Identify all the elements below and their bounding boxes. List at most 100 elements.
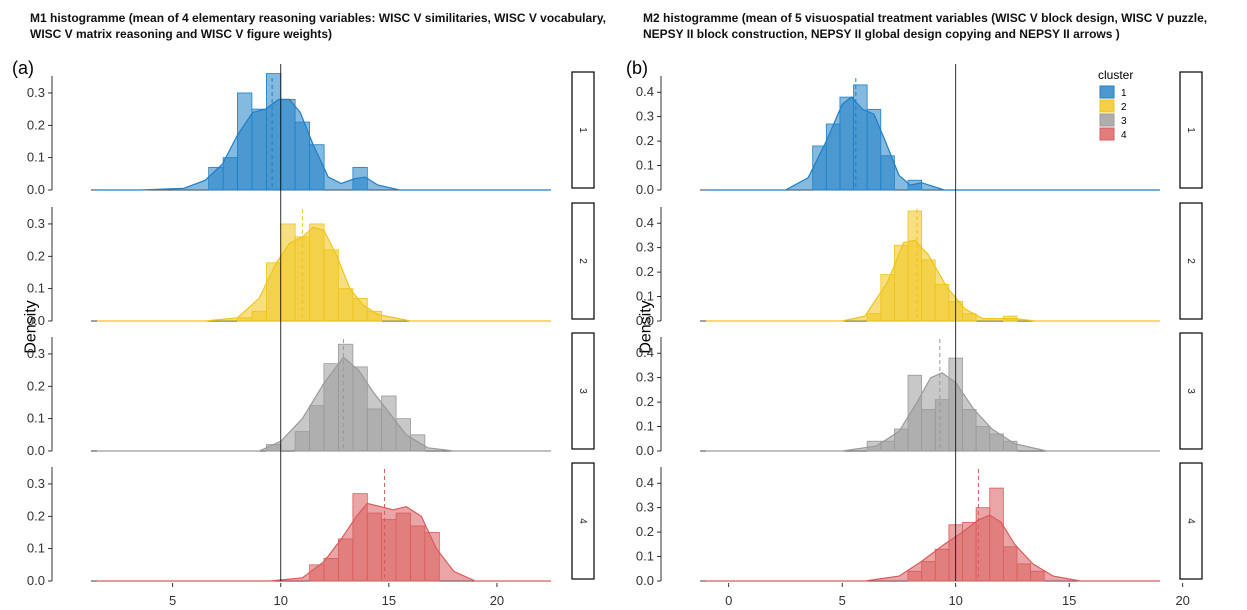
facet-strip-label: 3	[577, 388, 588, 394]
facet-cluster-3: 0.0 0.1 0.2 0.3 0.4 3	[636, 332, 1203, 458]
density-area	[706, 240, 1160, 321]
facet-strip	[571, 71, 595, 189]
y-tick-label: 0.2	[636, 264, 654, 279]
y-tick-label: 0.1	[27, 281, 45, 296]
y-tick-label: 0.4	[636, 345, 654, 360]
facet-strip-label: 4	[577, 518, 588, 524]
density-area	[97, 357, 551, 451]
x-tick-label: 15	[382, 593, 396, 608]
y-tick-label: 0.3	[27, 476, 45, 491]
y-tick-label: 0.2	[636, 394, 654, 409]
facet-strip	[1179, 462, 1203, 580]
chart-title-m1: M1 histogramme (mean of 4 elementary rea…	[30, 11, 606, 41]
chart-panel-m2: 0.00.10.20.30.410.00.10.20.30.420.00.10.…	[636, 64, 1203, 608]
x-tick-label: 5	[839, 593, 846, 608]
legend-label: 3	[1121, 116, 1127, 127]
y-tick-label: 0.2	[27, 508, 45, 523]
legend-swatch	[1099, 113, 1115, 127]
facet-strip-label: 4	[1185, 518, 1196, 524]
panel-label-b: (b)	[626, 58, 648, 78]
y-tick-label: 0.0	[27, 313, 45, 328]
facet-strip-label: 3	[1185, 388, 1196, 394]
y-tick-label: 0.1	[27, 411, 45, 426]
legend-label: 4	[1121, 130, 1127, 141]
y-tick-label: 0.3	[636, 370, 654, 385]
y-tick-label: 0.4	[636, 84, 654, 99]
density-area	[706, 372, 1160, 451]
density-line	[706, 514, 1160, 582]
facet-strip-label: 1	[577, 127, 588, 133]
facet-strip	[571, 202, 595, 320]
y-tick-label: 0.1	[636, 549, 654, 564]
x-tick-label: 5	[169, 593, 176, 608]
legend-swatch	[1099, 99, 1115, 113]
y-tick-label: 0.3	[27, 85, 45, 100]
x-tick-label: 20	[490, 593, 504, 608]
y-tick-label: 0.2	[27, 117, 45, 132]
y-tick-label: 0.3	[27, 346, 45, 361]
y-tick-label: 0.3	[27, 216, 45, 231]
y-tick-label: 0.0	[636, 182, 654, 197]
density-line	[706, 372, 1160, 452]
density-area	[97, 227, 551, 321]
y-tick-label: 0.2	[636, 524, 654, 539]
x-tick-label: 10	[274, 593, 288, 608]
density-area	[97, 99, 551, 190]
y-tick-label: 0.3	[636, 240, 654, 255]
y-tick-label: 0.2	[636, 133, 654, 148]
density-area	[706, 515, 1160, 581]
x-tick-label: 0	[725, 593, 732, 608]
legend-swatch	[1099, 127, 1115, 141]
facet-cluster-3: 0.0 0.1 0.2 0.3 3	[27, 332, 595, 458]
facet-strip-label: 2	[577, 258, 588, 264]
y-tick-label: 0.2	[27, 378, 45, 393]
y-tick-label: 0.0	[636, 443, 654, 458]
density-area	[706, 97, 1160, 190]
density-area	[97, 503, 551, 581]
y-tick-label: 0.2	[27, 248, 45, 263]
facet-cluster-4: 0.0 0.1 0.2 0.3 0.4 4	[636, 462, 1203, 588]
y-tick-label: 0.4	[636, 475, 654, 490]
density-line	[97, 226, 551, 322]
density-line	[97, 98, 551, 191]
legend-label: 1	[1121, 88, 1127, 99]
legend-title: cluster	[1098, 68, 1133, 82]
y-tick-label: 0.0	[636, 573, 654, 588]
y-tick-label: 0.1	[27, 150, 45, 165]
chart-panel-m1: 0.00.10.20.310.00.10.20.320.00.10.20.330…	[27, 64, 595, 608]
facet-cluster-4: 0.0 0.1 0.2 0.3 4	[27, 462, 595, 588]
facet-cluster-1: 0.0 0.1 0.2 0.3 0.4 1	[636, 71, 1203, 197]
x-tick-label: 15	[1062, 593, 1076, 608]
facet-cluster-2: 0.0 0.1 0.2 0.3 0.4 2	[636, 202, 1203, 328]
facet-strip-label: 2	[1185, 258, 1196, 264]
facet-cluster-2: 0.0 0.1 0.2 0.3 2	[27, 202, 595, 328]
y-tick-label: 0.4	[636, 215, 654, 230]
panel-label-a: (a)	[12, 58, 34, 78]
y-tick-label: 0.0	[636, 313, 654, 328]
legend-label: 2	[1121, 102, 1127, 113]
density-line	[97, 502, 551, 582]
x-tick-label: 20	[1175, 593, 1189, 608]
legend: cluster 1 2 3 4	[1098, 68, 1133, 141]
density-line	[706, 239, 1160, 322]
facet-strip	[1179, 332, 1203, 450]
facet-strip	[571, 332, 595, 450]
y-tick-label: 0.3	[636, 500, 654, 515]
y-tick-label: 0.1	[636, 289, 654, 304]
chart-title-m2: M2 histogramme (mean of 5 visuospatial t…	[643, 11, 1208, 41]
y-tick-label: 0.1	[636, 158, 654, 173]
y-tick-label: 0.0	[27, 573, 45, 588]
density-line	[706, 96, 1160, 191]
y-tick-label: 0.0	[27, 182, 45, 197]
facet-strip	[1179, 71, 1203, 189]
y-tick-label: 0.1	[27, 541, 45, 556]
facet-cluster-1: 0.0 0.1 0.2 0.3 1	[27, 71, 595, 197]
x-tick-label: 10	[948, 593, 962, 608]
facet-strip-label: 1	[1185, 127, 1196, 133]
y-tick-label: 0.0	[27, 443, 45, 458]
y-tick-label: 0.1	[636, 419, 654, 434]
legend-swatch	[1099, 85, 1115, 99]
facet-strip	[1179, 202, 1203, 320]
y-tick-label: 0.3	[636, 109, 654, 124]
